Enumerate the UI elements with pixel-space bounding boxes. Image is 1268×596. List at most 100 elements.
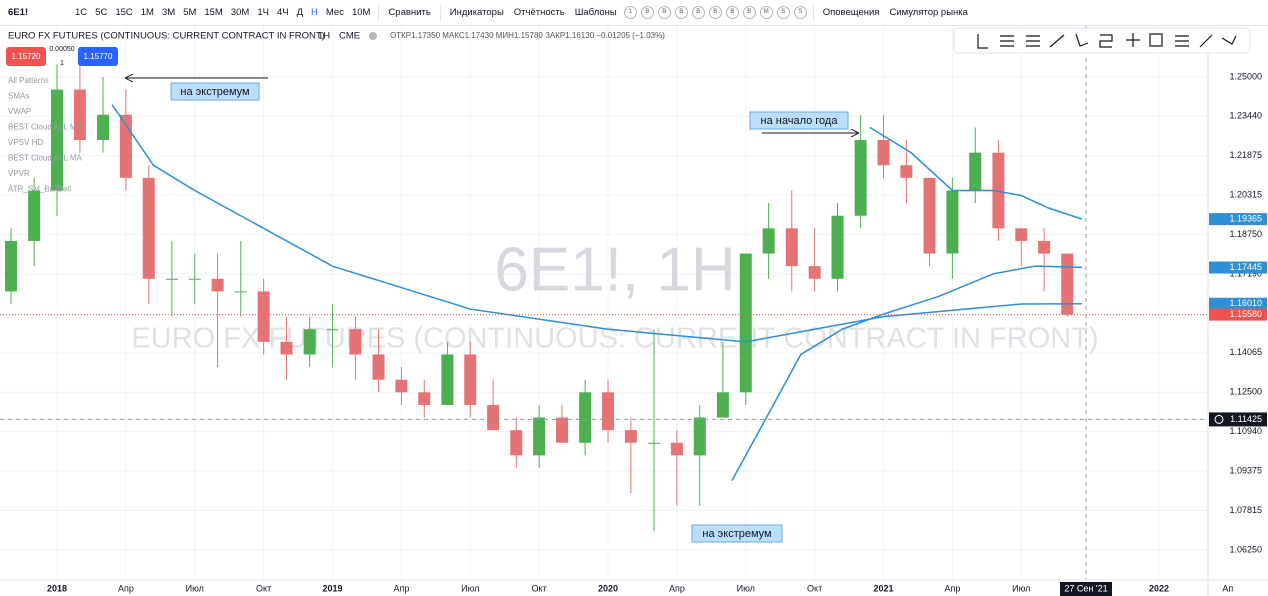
badge[interactable]: 1: [623, 6, 637, 19]
interval[interactable]: 15С: [115, 7, 133, 18]
candle-body: [372, 354, 385, 380]
candle-body: [188, 278, 201, 280]
x-tick-label: Апр: [393, 583, 409, 593]
candle-body: [441, 354, 454, 405]
annotations: на экстремум на начало года на экстремум: [170, 82, 849, 543]
badge[interactable]: S: [776, 6, 790, 19]
tool-icons[interactable]: [977, 33, 1237, 49]
candle-body: [1061, 253, 1074, 315]
candle-body: [234, 291, 247, 293]
symbol[interactable]: 6E1!: [8, 7, 29, 18]
x-tick-label: Июл: [737, 583, 755, 593]
x-tick-label: Апр: [944, 583, 960, 593]
interval[interactable]: 1М: [140, 7, 154, 18]
candle-body: [923, 177, 936, 254]
interval[interactable]: 5С: [95, 7, 108, 18]
templates-button[interactable]: Шаблоны: [574, 7, 617, 18]
y-tick-label: 1.10940: [1229, 426, 1262, 436]
candle-body: [1038, 240, 1051, 254]
x-tick-label: Апр: [669, 583, 685, 593]
x-tick-label: 2022: [1149, 583, 1169, 593]
separator: [378, 4, 380, 21]
y-tick-label: 1.14065: [1229, 347, 1262, 357]
drawing-toolbar[interactable]: [953, 27, 1251, 54]
annotation-text: на экстремум: [180, 86, 249, 98]
x-tick-label: Июл: [186, 583, 204, 593]
interval[interactable]: 10М: [351, 7, 371, 18]
y-tick-label: 1.23440: [1229, 111, 1262, 121]
crosshair-y-label: 1.11425: [1230, 414, 1262, 424]
badge[interactable]: B: [674, 6, 688, 19]
legend-interval: 1H: [318, 31, 330, 42]
interval[interactable]: Д: [296, 7, 304, 18]
badge[interactable]: S: [793, 6, 807, 19]
candle-body: [900, 165, 913, 178]
badge[interactable]: B: [640, 6, 654, 19]
candle-body: [648, 442, 661, 444]
price-badge-label: 1.19365: [1229, 213, 1262, 223]
y-tick-label: 1.06250: [1229, 544, 1262, 554]
crosshair-y-badge: [1209, 412, 1267, 427]
add-alert-icon: [1214, 414, 1224, 424]
y-tick-label: 1.20315: [1229, 190, 1262, 200]
indicators-button[interactable]: Индикаторы: [449, 7, 504, 18]
interval[interactable]: Мес: [325, 7, 344, 18]
grid: [0, 26, 1208, 580]
candle-body: [510, 430, 523, 456]
candle-body: [831, 215, 844, 279]
legend-toggle[interactable]: [369, 32, 377, 40]
candle-body: [579, 392, 592, 443]
indicator-name: VPSV HD: [8, 138, 43, 147]
watermark-description: EURO FX FUTURES (CONTINUOUS: CURRENT CON…: [131, 323, 1098, 355]
interval[interactable]: 1С: [75, 7, 88, 18]
legend: EURO FX FUTURES (CONTINUOUS: CURRENT CON…: [6, 31, 665, 194]
watermark: 6E1!, 1H EURO FX FUTURES (CONTINUOUS: CU…: [131, 235, 1098, 354]
indicator-name: VPVR: [8, 169, 30, 178]
x-tick-label: 2019: [323, 583, 343, 593]
buy-button[interactable]: [78, 47, 118, 66]
candle-body: [142, 177, 155, 279]
interval[interactable]: 30М: [230, 7, 250, 18]
candle-body: [969, 152, 982, 191]
candle-body: [28, 190, 41, 241]
badge[interactable]: B: [742, 6, 756, 19]
annotation-box: [170, 82, 260, 101]
candle-body: [349, 329, 362, 355]
alerts-button[interactable]: Оповещения: [822, 7, 880, 18]
crosshair-x-badge: [1059, 582, 1112, 596]
interval[interactable]: 1Ч: [257, 7, 269, 18]
badge[interactable]: M: [759, 6, 773, 19]
badge[interactable]: B: [725, 6, 739, 19]
badge[interactable]: B: [708, 6, 722, 19]
candle-body: [808, 266, 821, 279]
candle-body: [73, 89, 86, 141]
interval[interactable]: 3М: [161, 7, 176, 18]
interval[interactable]: 15М: [204, 7, 223, 18]
moving-average: [869, 126, 1083, 220]
interval[interactable]: 5М: [183, 7, 197, 18]
y-tick-label: 1.07815: [1229, 505, 1262, 515]
badge[interactable]: B: [657, 6, 671, 19]
candle-body: [211, 278, 224, 292]
interval[interactable]: Н: [311, 7, 318, 18]
candle-body: [418, 392, 431, 405]
price-badge-label: 1.15580: [1229, 309, 1262, 319]
x-tick-label: Окт: [807, 583, 822, 593]
badge[interactable]: B: [691, 6, 705, 19]
y-tick-label: 1.12500: [1229, 387, 1262, 397]
interval[interactable]: 4Ч: [276, 7, 289, 18]
sell-button[interactable]: [6, 47, 46, 66]
candle-body: [1015, 228, 1028, 241]
candle-body: [624, 430, 637, 443]
candle-body: [602, 392, 615, 431]
reports-button[interactable]: Отчётность: [513, 7, 565, 18]
toolbar: 6E1! 1С 5С 15С 1М 3М 5М 15М 30М 1Ч 4Ч Д Н Мес 10М Сравн…: [0, 0, 1268, 26]
replay-button[interactable]: Симулятор рынка: [889, 7, 968, 18]
y-tick-label: 1.25000: [1229, 71, 1262, 81]
indicator-name: VWAP: [8, 107, 31, 116]
compare-button[interactable]: Сравнить: [388, 7, 431, 18]
x-tick-label: Апр: [118, 583, 134, 593]
y-tick-label: 1.21875: [1229, 150, 1262, 160]
candle-body: [762, 228, 775, 254]
